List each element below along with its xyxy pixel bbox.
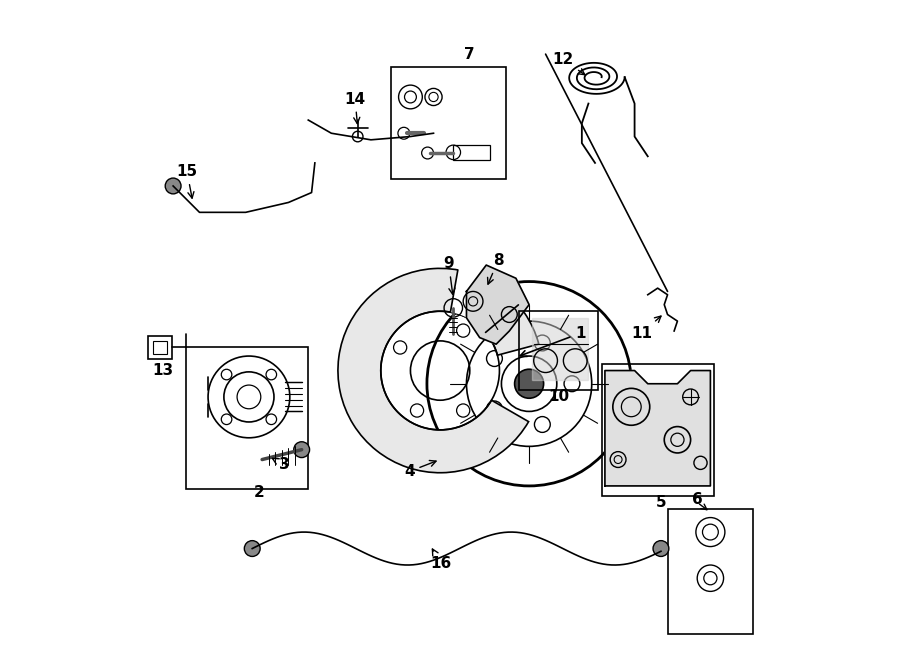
Text: 10: 10 xyxy=(548,389,570,404)
Bar xyxy=(454,145,490,160)
Text: 13: 13 xyxy=(153,363,174,378)
Text: 4: 4 xyxy=(404,461,436,479)
Bar xyxy=(391,68,506,179)
Text: 2: 2 xyxy=(254,485,265,500)
Text: 6: 6 xyxy=(692,492,703,506)
Circle shape xyxy=(166,178,181,194)
Polygon shape xyxy=(466,265,529,344)
Bar xyxy=(668,509,753,634)
Polygon shape xyxy=(533,318,589,381)
Text: 5: 5 xyxy=(655,495,666,510)
Text: 8: 8 xyxy=(488,253,503,284)
Text: 3: 3 xyxy=(273,457,289,473)
Text: 15: 15 xyxy=(176,164,197,198)
Circle shape xyxy=(515,369,544,399)
Text: 16: 16 xyxy=(430,549,452,571)
Wedge shape xyxy=(450,267,521,332)
Text: 11: 11 xyxy=(631,316,661,340)
Text: 7: 7 xyxy=(464,46,475,62)
Text: 9: 9 xyxy=(444,256,455,295)
Text: 14: 14 xyxy=(345,91,365,124)
Circle shape xyxy=(244,541,260,557)
Bar xyxy=(601,364,714,496)
Circle shape xyxy=(653,541,669,557)
Bar xyxy=(186,348,309,489)
Text: 1: 1 xyxy=(520,326,586,356)
Text: 12: 12 xyxy=(553,52,585,75)
Wedge shape xyxy=(338,268,539,473)
Bar xyxy=(519,311,598,391)
Bar xyxy=(148,336,172,359)
Polygon shape xyxy=(605,371,710,486)
Circle shape xyxy=(293,442,310,457)
Bar xyxy=(153,341,166,354)
